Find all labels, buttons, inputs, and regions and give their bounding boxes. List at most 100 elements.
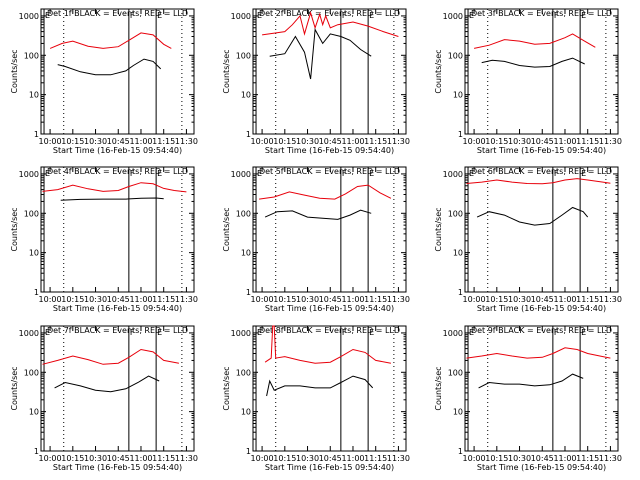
series-line-lld <box>42 182 187 193</box>
x-tick-label: 11:30 <box>175 295 198 304</box>
series-line-lld <box>259 184 392 200</box>
x-tick-label: 10:45 <box>531 454 554 463</box>
y-tick-label: 1000 <box>443 170 463 179</box>
y-tick-label: 10 <box>453 408 463 417</box>
series-line-events <box>57 58 162 76</box>
y-tick-label: 10 <box>453 91 463 100</box>
series-line-lld <box>49 32 172 49</box>
x-tick-label: 11:30 <box>387 137 410 146</box>
x-tick-label: 11:30 <box>387 295 410 304</box>
time-marker-label: E <box>581 11 586 20</box>
x-tick-label: 10:45 <box>319 137 342 146</box>
chart-panel-3: Det 3f BLACK = Events, RED = LLD 1 10 100 10… <box>434 8 622 155</box>
plot-frame <box>40 166 195 293</box>
x-tick-label: 11:15 <box>152 454 175 463</box>
y-tick-label: 10 <box>241 91 251 100</box>
series-line-events <box>478 373 584 389</box>
time-marker-label: F <box>130 169 135 178</box>
x-tick-label: 10:15 <box>273 137 296 146</box>
x-tick-label: 11:00 <box>553 295 576 304</box>
x-tick-label: 10:30 <box>296 137 319 146</box>
y-tick-label: 100 <box>24 51 39 60</box>
x-tick-label: 11:15 <box>152 295 175 304</box>
time-marker-label: E <box>157 169 162 178</box>
x-tick-label: 10:15 <box>273 454 296 463</box>
x-tick-label: 11:30 <box>175 137 198 146</box>
x-axis-label: Start Time (16-Feb-15 09:54:40) <box>53 463 182 472</box>
x-tick-label: 11:15 <box>152 137 175 146</box>
chart-title: Det 6f BLACK = Events, RED = LLD <box>471 167 612 176</box>
time-marker-label: E <box>581 328 586 337</box>
x-tick-label: 10:15 <box>485 137 508 146</box>
time-marker-label: E <box>257 11 262 20</box>
y-axis-label: Counts/sec <box>222 207 231 251</box>
x-tick-label: 10:15 <box>61 295 84 304</box>
time-marker-label: F <box>342 328 347 337</box>
x-tick-label: 10:45 <box>107 295 130 304</box>
y-tick-label: 100 <box>448 209 463 218</box>
x-tick-label: 11:15 <box>364 454 387 463</box>
x-tick-label: 11:00 <box>129 295 152 304</box>
y-axis-label: Counts/sec <box>10 49 19 93</box>
x-axis-label: Start Time (16-Feb-15 09:54:40) <box>477 463 606 472</box>
y-axis-label: Counts/sec <box>222 366 231 410</box>
x-tick-label: 10:30 <box>84 295 107 304</box>
chart-title: Det 8f BLACK = Events, RED = LLD <box>259 326 400 335</box>
y-tick-label: 10 <box>29 91 39 100</box>
time-marker-label: E <box>45 169 50 178</box>
series-line-lld <box>42 348 179 365</box>
time-marker-label: E <box>369 169 374 178</box>
time-marker-label: E <box>469 328 474 337</box>
y-tick-label: 1000 <box>19 329 39 338</box>
x-tick-label: 10:00 <box>251 295 274 304</box>
x-axis-label: Start Time (16-Feb-15 09:54:40) <box>477 304 606 313</box>
x-tick-label: 11:15 <box>364 295 387 304</box>
x-tick-label: 10:15 <box>61 454 84 463</box>
chart-title: Det 7f BLACK = Events, RED = LLD <box>47 326 188 335</box>
y-axis-label: Counts/sec <box>10 207 19 251</box>
chart-title: Det 9f BLACK = Events, RED = LLD <box>471 326 612 335</box>
x-axis-label: Start Time (16-Feb-15 09:54:40) <box>53 304 182 313</box>
y-tick-label: 100 <box>24 368 39 377</box>
series-line-events <box>54 375 160 393</box>
x-tick-label: 11:15 <box>576 454 599 463</box>
x-tick-label: 11:15 <box>576 137 599 146</box>
y-axis-label: Counts/sec <box>434 207 443 251</box>
x-tick-label: 10:00 <box>251 454 274 463</box>
time-marker-label: F <box>130 328 135 337</box>
chart-panel-1: Det 1f BLACK = Events, RED = LLD 1 10 100 10… <box>10 8 198 155</box>
y-tick-label: 10 <box>29 408 39 417</box>
y-tick-label: 1000 <box>231 170 251 179</box>
x-axis-label: Start Time (16-Feb-15 09:54:40) <box>53 146 182 155</box>
time-marker-label: E <box>469 169 474 178</box>
y-tick-label: 1 <box>246 130 251 139</box>
x-tick-label: 10:45 <box>531 295 554 304</box>
y-tick-label: 10 <box>241 408 251 417</box>
y-tick-label: 100 <box>236 51 251 60</box>
y-tick-label: 100 <box>448 51 463 60</box>
y-tick-label: 1 <box>34 130 39 139</box>
y-tick-label: 1000 <box>443 12 463 21</box>
y-axis-label: Counts/sec <box>434 366 443 410</box>
time-marker-label: E <box>157 11 162 20</box>
x-tick-label: 10:45 <box>319 295 342 304</box>
x-tick-label: 10:45 <box>107 137 130 146</box>
x-tick-label: 11:00 <box>553 454 576 463</box>
y-tick-label: 10 <box>453 249 463 258</box>
series-line-events <box>269 27 372 80</box>
x-tick-label: 10:15 <box>485 454 508 463</box>
x-tick-label: 11:00 <box>129 137 152 146</box>
y-tick-label: 1 <box>34 288 39 297</box>
x-tick-label: 10:15 <box>485 295 508 304</box>
series-line-lld <box>262 11 399 37</box>
y-tick-label: 10 <box>29 249 39 258</box>
time-marker-label: E <box>157 328 162 337</box>
chart-panel-4: Det 4f BLACK = Events, RED = LLD 1 10 100 10… <box>10 166 198 313</box>
y-tick-label: 1 <box>246 288 251 297</box>
plot-frame <box>252 325 407 452</box>
y-tick-label: 1000 <box>231 329 251 338</box>
chart-title: Det 5f BLACK = Events, RED = LLD <box>259 167 400 176</box>
x-tick-label: 10:00 <box>463 454 486 463</box>
time-marker-label: E <box>369 11 374 20</box>
